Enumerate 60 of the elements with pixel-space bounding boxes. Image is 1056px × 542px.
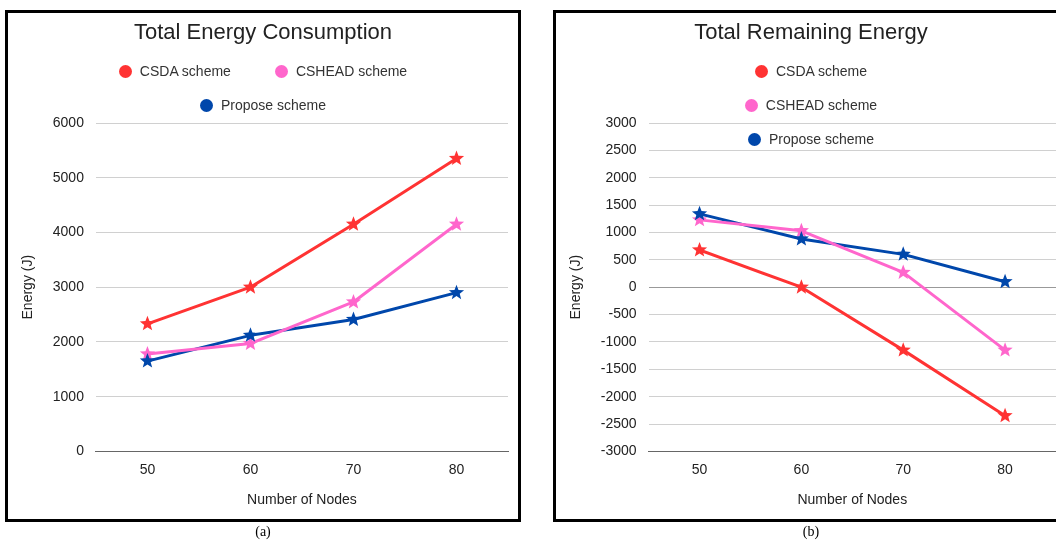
point — [345, 293, 362, 309]
point — [448, 284, 465, 300]
y-tick-label: 3000 — [52, 278, 85, 295]
text: (a) — [254, 524, 272, 540]
y-axis-title: Energy (J) — [567, 254, 584, 320]
y-tick-label: 2500 — [605, 141, 637, 158]
point — [242, 279, 259, 294]
y-tick-label: 3000 — [605, 113, 637, 130]
chart-title: Total Remaining Energy — [693, 19, 929, 45]
y-tick-label: 5000 — [52, 168, 85, 185]
x-tick-label: 70 — [895, 460, 912, 477]
y-tick-label: 2000 — [52, 332, 85, 349]
point — [793, 222, 809, 238]
point — [895, 342, 911, 357]
y-tick-label: 500 — [613, 250, 637, 267]
y-tick-label: 2000 — [605, 168, 637, 185]
point — [691, 205, 708, 221]
y-tick-label: 6000 — [52, 113, 85, 130]
x-tick-label: 50 — [691, 460, 708, 477]
x-tick-label: 60 — [793, 460, 810, 477]
legend-label: CSHEAD scheme — [294, 63, 408, 79]
point — [997, 342, 1013, 357]
point — [691, 241, 708, 257]
point — [895, 246, 911, 261]
x-axis-title: Number of Nodes — [247, 491, 357, 508]
y-tick-label: 1500 — [605, 195, 637, 212]
point — [345, 216, 362, 231]
chart-title: Total Energy Consumption — [133, 19, 393, 45]
y-tick-label: -2000 — [600, 387, 637, 404]
y-tick-label: -2500 — [600, 414, 637, 431]
y-tick-label: 1000 — [52, 387, 85, 404]
point — [448, 216, 465, 231]
y-tick-label: -3000 — [600, 442, 637, 459]
point — [997, 407, 1013, 423]
legend-label: Propose scheme — [219, 97, 327, 113]
x-tick-label: 70 — [345, 460, 362, 477]
y-tick-label: 0 — [628, 278, 637, 295]
x-tick-label: 50 — [139, 460, 156, 477]
x-tick-label: 80 — [997, 460, 1014, 477]
text: (b) — [801, 524, 821, 540]
point — [448, 150, 465, 166]
y-tick-label: 0 — [76, 442, 85, 459]
point — [242, 327, 259, 342]
legend-label: CSDA scheme — [138, 63, 231, 79]
y-tick-label: -500 — [608, 305, 637, 322]
point — [895, 264, 911, 279]
x-axis-title: Number of Nodes — [797, 491, 908, 508]
point — [139, 353, 156, 368]
point — [793, 279, 809, 294]
point — [345, 311, 362, 326]
y-tick-label: -1000 — [600, 332, 637, 349]
y-tick-label: 4000 — [52, 223, 85, 240]
y-tick-label: 1000 — [605, 223, 637, 240]
x-tick-label: 60 — [242, 460, 259, 477]
legend-label: CSHEAD scheme — [764, 97, 878, 113]
legend-label: CSDA scheme — [774, 63, 868, 79]
y-axis-title: Energy (J) — [19, 254, 36, 320]
x-tick-label: 80 — [448, 460, 465, 477]
y-tick-label: -1500 — [600, 360, 637, 377]
legend-label: Propose scheme — [767, 131, 875, 147]
